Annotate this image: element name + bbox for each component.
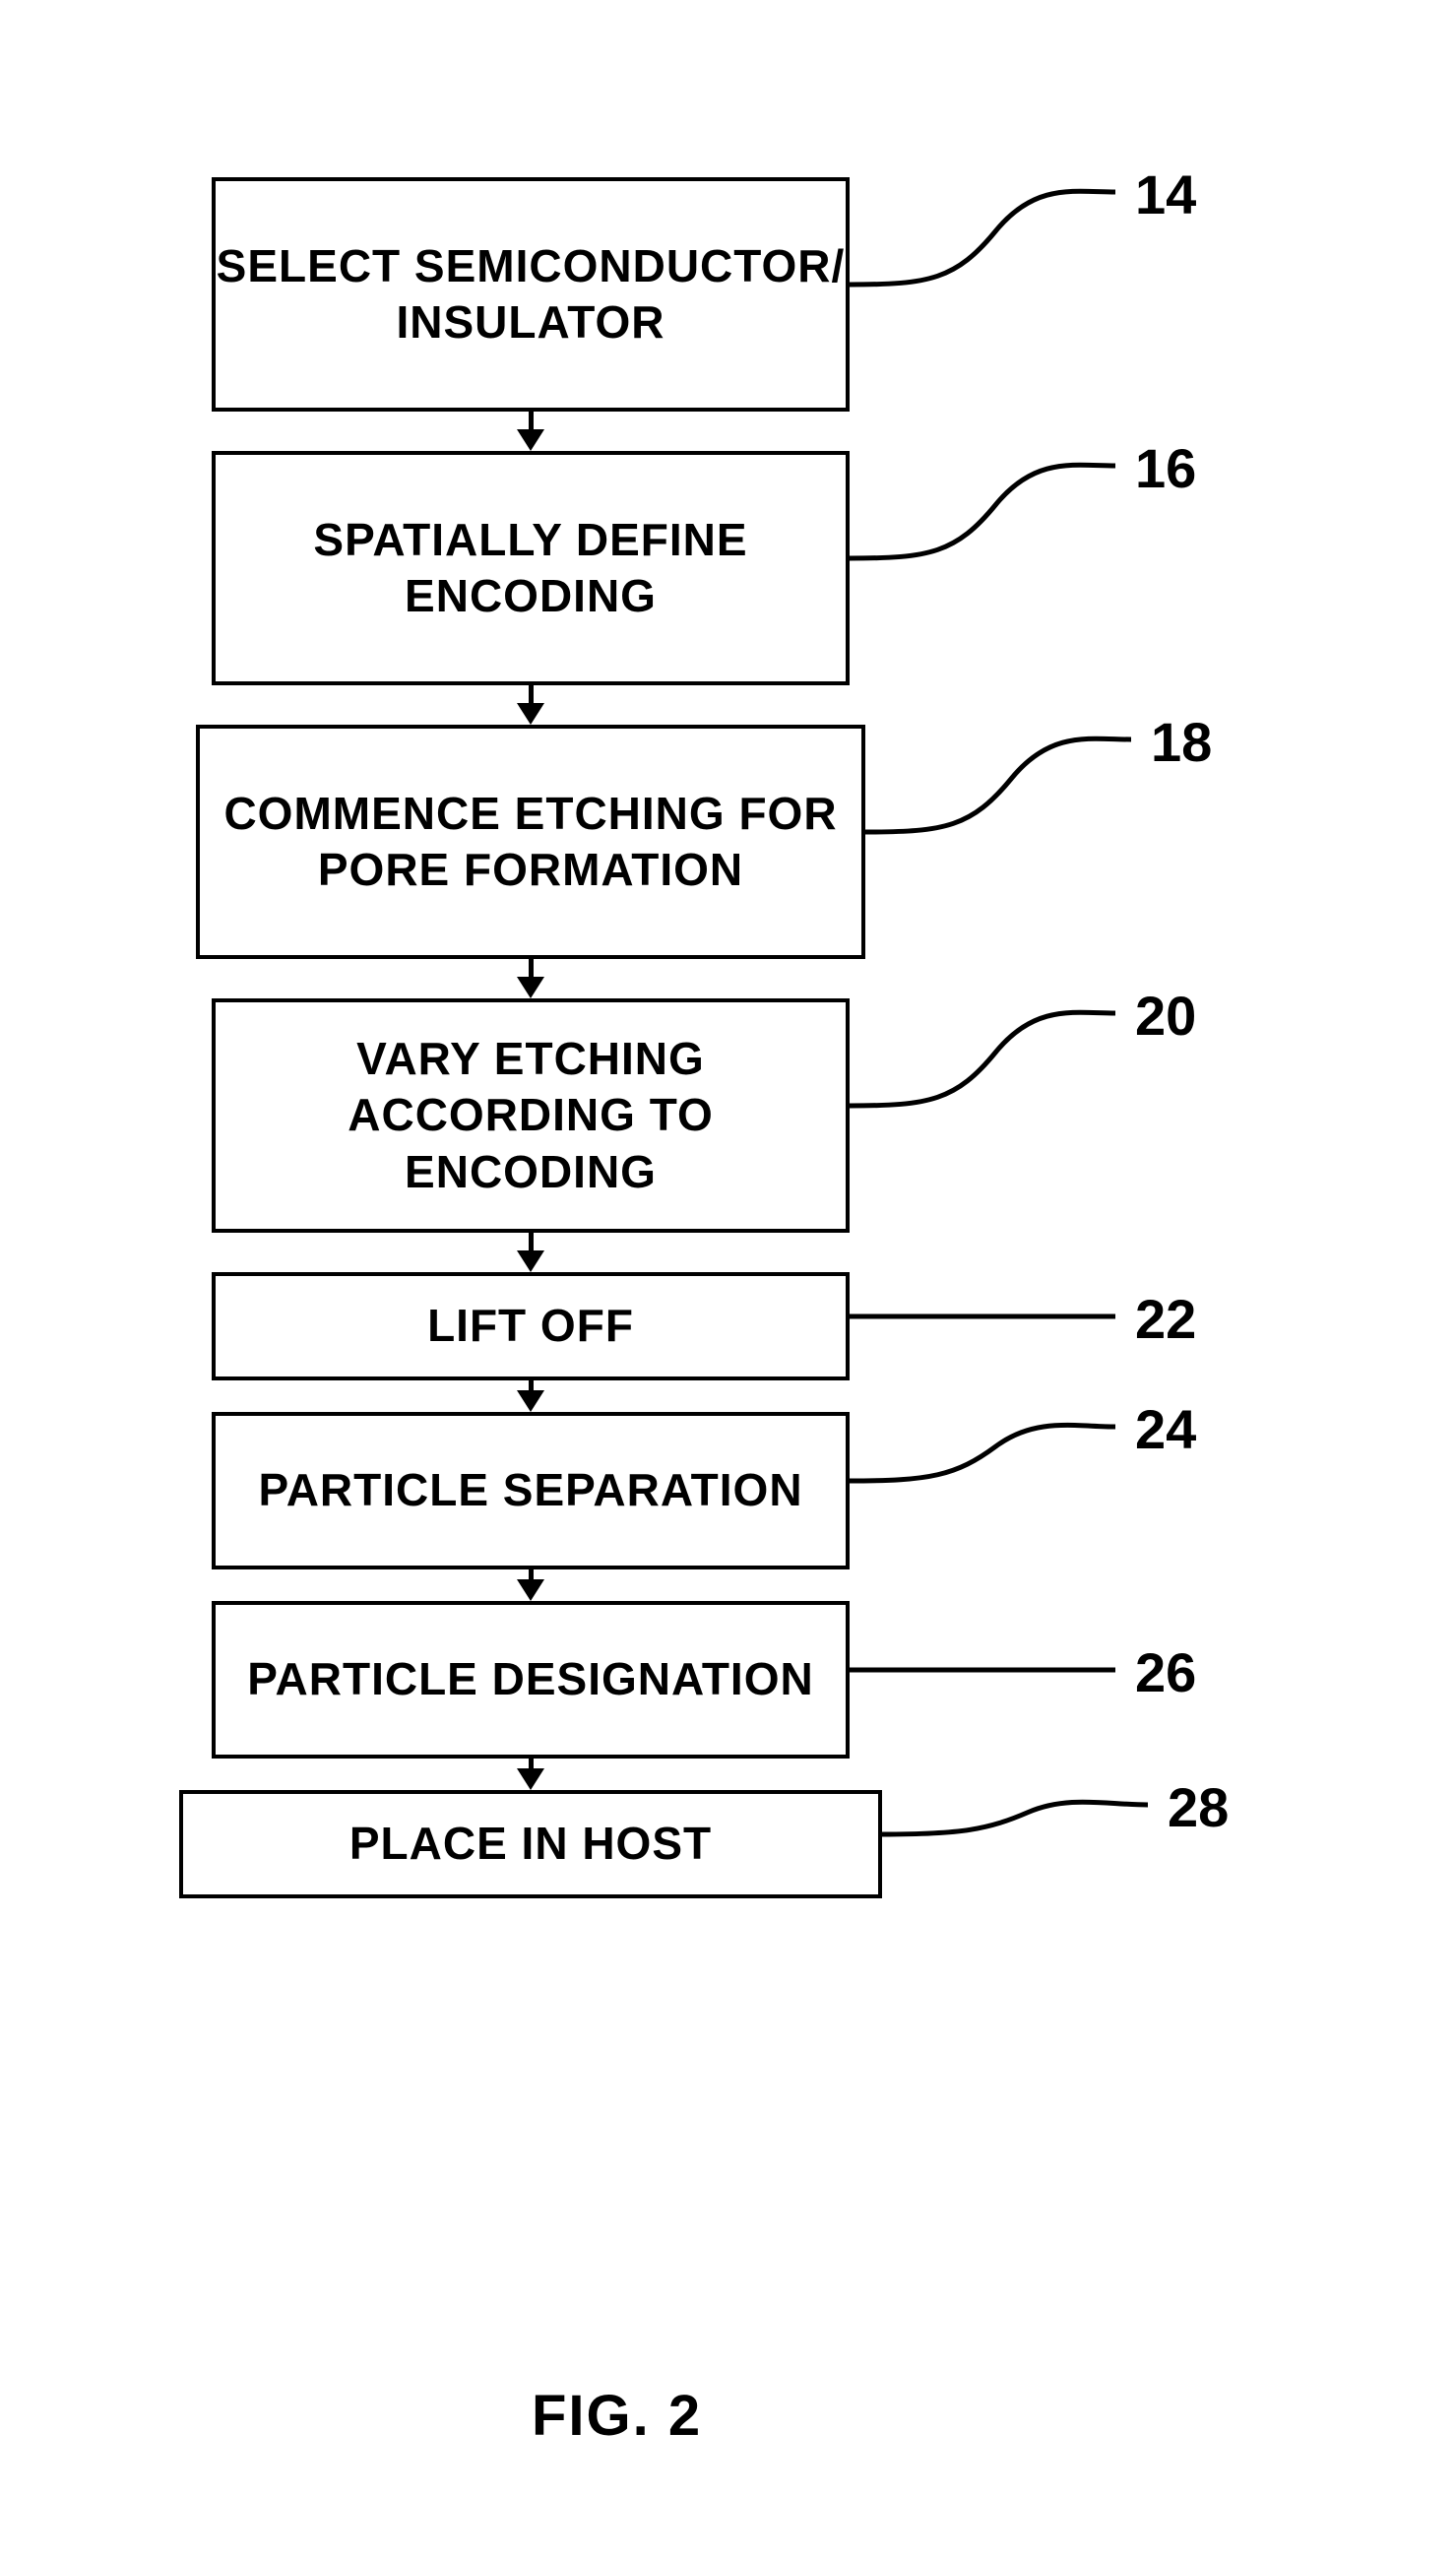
- callout-line-14: [850, 177, 1115, 324]
- callout-line-20: [850, 998, 1115, 1145]
- arrow-18: [517, 959, 544, 998]
- callout-line-22: [850, 1272, 1115, 1356]
- flow-step-26: PARTICLE DESIGNATION: [212, 1601, 850, 1759]
- arrow-26: [517, 1759, 544, 1790]
- step-label-22: 22: [1135, 1287, 1196, 1351]
- step-label-28: 28: [1168, 1775, 1229, 1839]
- flow-step-20: VARY ETCHING ACCORDING TO ENCODING: [212, 998, 850, 1233]
- flow-step-24: PARTICLE SEPARATION: [212, 1412, 850, 1569]
- step-label-14: 14: [1135, 162, 1196, 226]
- flow-step-28: PLACE IN HOST: [179, 1790, 882, 1898]
- arrow-22: [517, 1380, 544, 1412]
- arrow-20: [517, 1233, 544, 1272]
- flow-step-22: LIFT OFF: [212, 1272, 850, 1380]
- step-label-20: 20: [1135, 984, 1196, 1048]
- callout-line-18: [865, 725, 1131, 871]
- callout-line-28: [882, 1790, 1148, 1874]
- callout-line-26: [850, 1601, 1115, 1709]
- step-label-26: 26: [1135, 1640, 1196, 1704]
- flow-step-18: COMMENCE ETCHING FOR PORE FORMATION: [196, 725, 865, 959]
- figure-caption: FIG. 2: [532, 2383, 702, 2449]
- callout-line-24: [850, 1412, 1115, 1520]
- arrow-24: [517, 1569, 544, 1601]
- step-label-16: 16: [1135, 436, 1196, 500]
- arrow-14: [517, 412, 544, 451]
- step-label-18: 18: [1151, 710, 1212, 774]
- flow-step-16: SPATIALLY DEFINE ENCODING: [212, 451, 850, 685]
- step-label-24: 24: [1135, 1397, 1196, 1461]
- flow-step-14: SELECT SEMICONDUCTOR/ INSULATOR: [212, 177, 850, 412]
- arrow-16: [517, 685, 544, 725]
- callout-line-16: [850, 451, 1115, 598]
